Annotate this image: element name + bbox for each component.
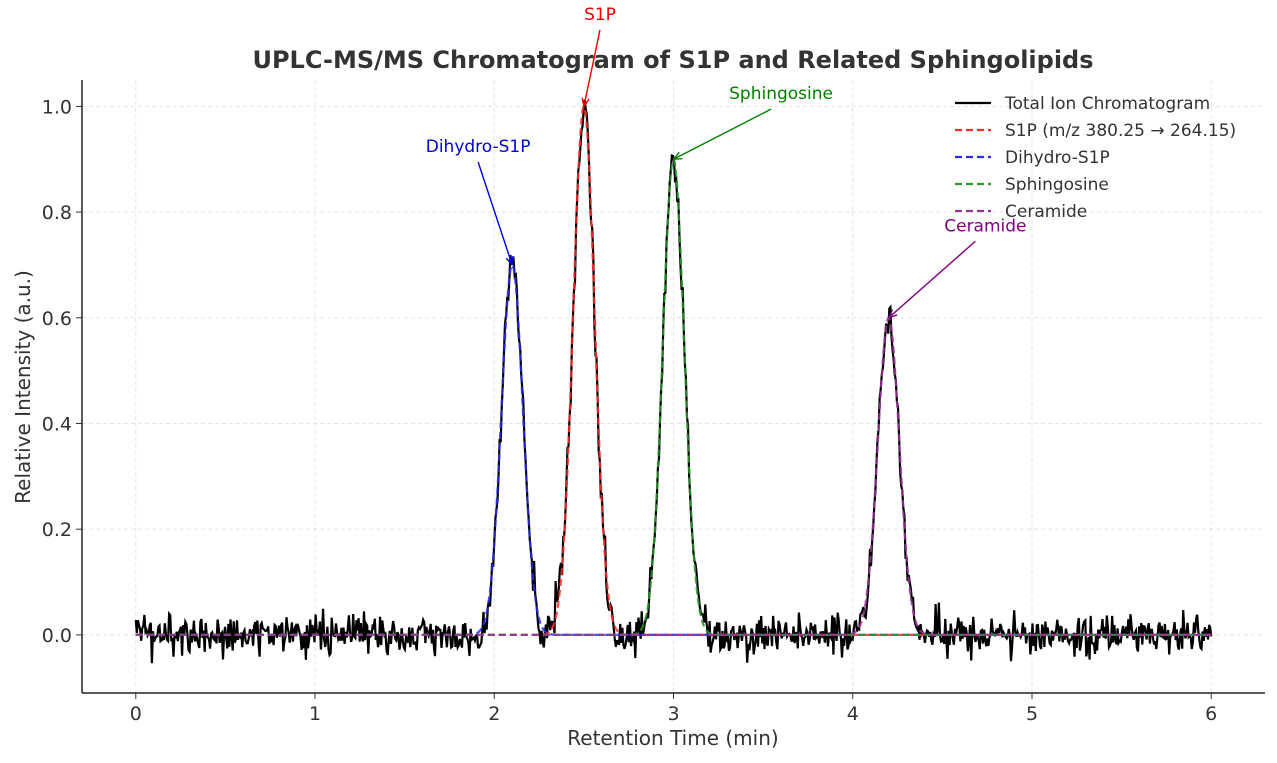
- grid: [82, 80, 1265, 693]
- legend-label-ceramide: Ceramide: [1005, 202, 1087, 222]
- y-tick-label: 0.8: [42, 202, 72, 224]
- annotation-label: Ceramide: [944, 216, 1026, 236]
- arrowhead-icon: [672, 151, 683, 160]
- series-line-ceramide: [135, 316, 1212, 636]
- arrowhead-icon: [581, 97, 590, 107]
- x-axis-label: Retention Time (min): [567, 726, 778, 750]
- y-tick-label: 0.0: [42, 625, 72, 647]
- y-tick-label: 0.4: [42, 413, 72, 435]
- y-tick-label: 0.6: [42, 308, 72, 330]
- legend: Total Ion Chromatogram S1P (m/z 380.25 → …: [955, 94, 1236, 222]
- x-tick-label: 2: [488, 703, 500, 725]
- chart-title: UPLC-MS/MS Chromatogram of S1P and Relat…: [252, 46, 1093, 74]
- arrowhead-icon: [505, 255, 514, 266]
- legend-label-dihydros1p: Dihydro-S1P: [1005, 148, 1110, 168]
- x-tick-label: 0: [130, 703, 142, 725]
- y-axis-label: Relative Intensity (a.u.): [11, 270, 35, 504]
- annotation-arrow: [888, 240, 976, 319]
- x-tick-label: 4: [847, 703, 859, 725]
- legend-label-total: Total Ion Chromatogram: [1004, 94, 1210, 114]
- axes: 0 1 2 3 4 5 6 0.0 0.2 0.4 0.6 0.8 1.0: [42, 80, 1265, 725]
- annotation-label: Dihydro-S1P: [426, 137, 531, 157]
- x-tick-label: 1: [309, 703, 321, 725]
- legend-label-s1p: S1P (m/z 380.25 → 264.15): [1005, 121, 1236, 141]
- annotation-arrow: [583, 29, 601, 107]
- arrowhead-icon: [887, 309, 898, 319]
- x-tick-label: 6: [1205, 703, 1217, 725]
- y-tick-label: 1.0: [42, 96, 72, 118]
- x-tick-label: 3: [667, 703, 679, 725]
- annotation-label: Sphingosine: [729, 84, 833, 104]
- x-tick-label: 5: [1026, 703, 1038, 725]
- y-tick-label: 0.2: [42, 519, 72, 541]
- annotations: S1P Dihydro-S1P Sphingosine Ceramide: [426, 5, 1027, 319]
- annotation-label: S1P: [584, 5, 616, 25]
- legend-label-sphingosine: Sphingosine: [1005, 175, 1109, 195]
- annotation-arrow: [477, 161, 513, 266]
- annotation-arrow: [673, 108, 772, 160]
